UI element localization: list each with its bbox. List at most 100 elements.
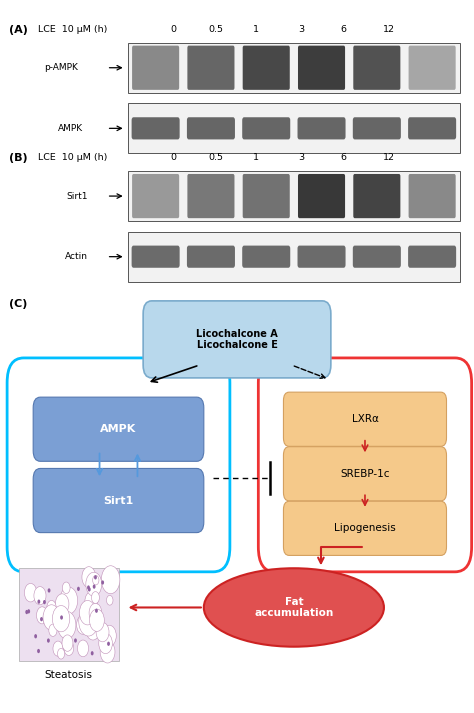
FancyBboxPatch shape (243, 174, 290, 218)
Text: p-AMPK: p-AMPK (45, 63, 78, 72)
Circle shape (62, 635, 73, 651)
FancyBboxPatch shape (258, 358, 472, 572)
Circle shape (100, 641, 115, 663)
Circle shape (57, 648, 64, 659)
Text: 12: 12 (383, 153, 395, 163)
FancyBboxPatch shape (19, 568, 118, 661)
Circle shape (86, 618, 100, 640)
Circle shape (92, 575, 99, 585)
Circle shape (47, 600, 56, 615)
FancyBboxPatch shape (132, 174, 179, 218)
Circle shape (47, 588, 50, 593)
Circle shape (25, 610, 28, 614)
Circle shape (60, 615, 63, 620)
Circle shape (34, 634, 37, 638)
FancyBboxPatch shape (132, 245, 180, 268)
Circle shape (37, 600, 40, 604)
Circle shape (95, 609, 98, 613)
FancyBboxPatch shape (187, 174, 235, 218)
Text: 1: 1 (253, 153, 259, 163)
Circle shape (36, 607, 48, 624)
Circle shape (80, 600, 96, 625)
Circle shape (99, 633, 112, 654)
FancyBboxPatch shape (298, 117, 346, 140)
FancyBboxPatch shape (143, 301, 331, 378)
Circle shape (49, 624, 57, 637)
Circle shape (102, 625, 116, 646)
Text: 0.5: 0.5 (208, 25, 223, 34)
Text: 0: 0 (170, 25, 176, 34)
Circle shape (60, 587, 78, 614)
FancyBboxPatch shape (283, 392, 447, 446)
Circle shape (43, 605, 60, 630)
FancyBboxPatch shape (353, 245, 401, 268)
FancyBboxPatch shape (353, 46, 401, 90)
Text: Actin: Actin (64, 252, 88, 261)
Text: Licochalcone A
Licochalcone E: Licochalcone A Licochalcone E (196, 329, 278, 350)
Circle shape (40, 617, 43, 621)
Text: 6: 6 (341, 153, 346, 163)
Circle shape (63, 582, 70, 594)
Circle shape (43, 600, 46, 604)
Circle shape (74, 638, 77, 642)
FancyBboxPatch shape (242, 245, 290, 268)
FancyBboxPatch shape (187, 117, 235, 140)
Circle shape (79, 607, 98, 636)
Circle shape (88, 588, 91, 592)
FancyBboxPatch shape (242, 117, 290, 140)
Circle shape (107, 642, 110, 646)
Circle shape (43, 610, 54, 627)
Circle shape (91, 592, 100, 603)
Circle shape (86, 573, 102, 596)
FancyBboxPatch shape (298, 245, 346, 268)
FancyBboxPatch shape (243, 46, 290, 90)
Ellipse shape (204, 568, 384, 647)
FancyBboxPatch shape (283, 501, 447, 555)
Circle shape (52, 605, 70, 632)
FancyBboxPatch shape (128, 43, 460, 93)
Circle shape (101, 580, 104, 585)
FancyBboxPatch shape (128, 232, 460, 282)
Text: 3: 3 (298, 153, 304, 163)
Text: 12: 12 (383, 25, 395, 34)
Circle shape (55, 594, 69, 615)
Text: 0: 0 (170, 153, 176, 163)
Text: LCE  10 μM (h): LCE 10 μM (h) (38, 153, 107, 163)
Circle shape (82, 567, 96, 588)
Circle shape (64, 641, 74, 655)
Circle shape (24, 583, 37, 602)
FancyBboxPatch shape (353, 117, 401, 140)
Circle shape (89, 603, 102, 622)
FancyBboxPatch shape (298, 46, 345, 90)
Text: Steatosis: Steatosis (45, 670, 93, 679)
FancyBboxPatch shape (187, 245, 235, 268)
FancyBboxPatch shape (353, 174, 401, 218)
Circle shape (107, 595, 113, 605)
Text: Lipogenesis: Lipogenesis (334, 523, 396, 533)
FancyBboxPatch shape (283, 446, 447, 501)
Circle shape (100, 627, 112, 647)
FancyBboxPatch shape (128, 103, 460, 153)
Circle shape (101, 565, 120, 594)
Circle shape (96, 622, 109, 642)
Circle shape (85, 592, 98, 611)
Circle shape (91, 651, 93, 655)
Circle shape (37, 649, 40, 653)
FancyBboxPatch shape (187, 46, 235, 90)
FancyBboxPatch shape (7, 358, 230, 572)
Circle shape (34, 587, 46, 605)
Circle shape (77, 587, 80, 591)
FancyBboxPatch shape (408, 245, 456, 268)
FancyBboxPatch shape (128, 171, 460, 221)
Text: Sirt1: Sirt1 (66, 192, 88, 200)
Text: Sirt1: Sirt1 (103, 496, 134, 506)
Circle shape (53, 641, 63, 656)
FancyBboxPatch shape (409, 46, 456, 90)
FancyBboxPatch shape (298, 174, 345, 218)
Circle shape (27, 609, 30, 613)
Text: 0.5: 0.5 (208, 153, 223, 163)
Circle shape (93, 585, 96, 589)
FancyBboxPatch shape (409, 174, 456, 218)
Text: (C): (C) (9, 299, 27, 309)
Text: (B): (B) (9, 153, 27, 163)
